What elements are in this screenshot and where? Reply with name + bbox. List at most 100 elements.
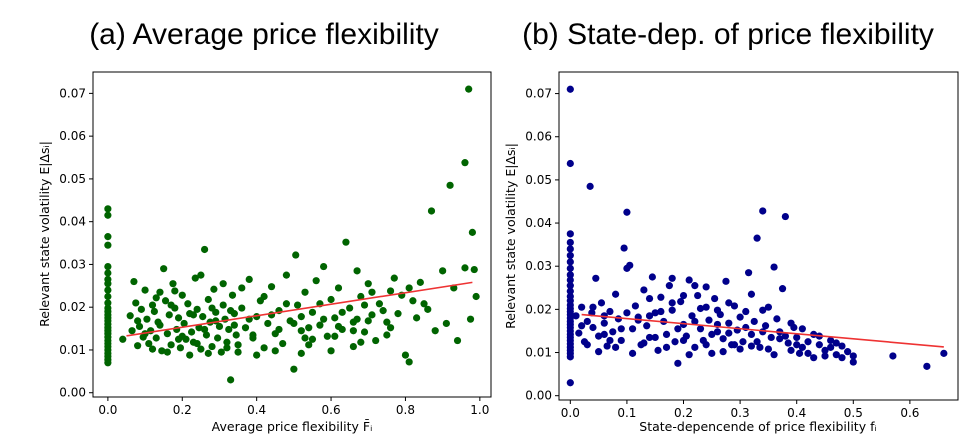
panel-b-point	[617, 336, 625, 345]
panel-a-point	[104, 211, 112, 219]
panel-b-point	[595, 332, 603, 340]
panel-b-y-tick-label: 0.06	[525, 130, 552, 144]
panel-b-x-tick-label: 0.4	[787, 406, 806, 420]
panel-b-x-tick-label: 0.5	[844, 406, 863, 420]
panel-b-point	[691, 317, 699, 326]
panel-a-point	[439, 267, 447, 275]
panel-a-point	[200, 325, 209, 334]
panel-a-point	[197, 345, 205, 353]
panel-b-point	[747, 290, 756, 298]
panel-a-point	[364, 317, 372, 325]
panel-a-point	[297, 349, 305, 357]
panel-a-point	[208, 342, 216, 351]
panel-a-point	[104, 299, 112, 307]
panel-b-point	[606, 307, 614, 316]
panel-a-x-ticks: 0.0 0.2 0.4 0.6 0.8 1.0	[98, 397, 489, 417]
panel-a-point	[297, 313, 305, 321]
panel-b-point	[685, 351, 693, 359]
panel-b-point	[668, 306, 676, 314]
panel-a-point	[161, 297, 170, 305]
panel-a-point	[230, 321, 238, 329]
panel-a-y-tick-label: 0.04	[59, 215, 86, 229]
panel-b-point	[566, 245, 574, 253]
panel-b-point	[750, 317, 758, 326]
panel-b-point	[617, 325, 625, 333]
panel-b-point	[940, 349, 948, 357]
panel-b-point	[643, 322, 651, 330]
panel-b-point	[747, 342, 756, 350]
panel-a-point	[210, 285, 218, 293]
panel-a-point	[219, 280, 227, 288]
panel-b-point	[725, 319, 733, 327]
panel-a-point	[245, 275, 253, 283]
panel-b-point	[793, 341, 801, 349]
panel-a-point	[253, 351, 261, 359]
panel-a-point	[472, 292, 480, 301]
panel-a-point	[104, 359, 112, 367]
panel-b-y-tick-label: 0.03	[525, 259, 552, 273]
panel-b-point	[623, 208, 631, 216]
panel-a-point	[379, 307, 387, 315]
panel-b-point	[645, 312, 654, 320]
panel-b-point	[578, 322, 586, 330]
panel-b-y-tick-label: 0.04	[525, 216, 552, 230]
panel-b-y-ticks: 0.00 0.01 0.02 0.03 0.04 0.05 0.06 0.07	[525, 87, 559, 403]
panel-a-point	[349, 342, 357, 351]
panel-a-point	[217, 348, 225, 356]
panel-a-point	[184, 300, 192, 308]
panel-a-point	[163, 348, 171, 356]
panel-b-point	[781, 212, 789, 221]
panel-b-point	[566, 258, 574, 266]
panel-b-point	[804, 349, 812, 357]
panel-b-point	[648, 273, 656, 281]
panel-b-point	[620, 244, 628, 252]
panel-a-point	[271, 347, 279, 355]
panel-b-x-ticks: 0.0 0.1 0.2 0.3 0.4 0.5 0.6	[561, 400, 919, 420]
panel-b-point	[778, 285, 787, 293]
panel-a-point	[461, 159, 469, 167]
panel-a-x-tick-label: 0.0	[98, 403, 117, 417]
panel-a-point	[420, 300, 428, 308]
panel-b-point	[575, 329, 583, 337]
panel-a-point	[334, 284, 343, 292]
panel-a-point	[104, 292, 112, 301]
panel-b-point	[719, 348, 727, 356]
panel-b-y-tick-label: 0.01	[525, 346, 552, 360]
panel-a-point	[346, 304, 354, 312]
panel-b-fit-line	[581, 313, 944, 348]
panel-a-point	[275, 325, 283, 334]
panel-a-point	[331, 332, 339, 340]
panel-a-fit-line	[126, 281, 473, 337]
panel-a-point	[171, 287, 179, 295]
panel-b-y-tick-label: 0.07	[525, 87, 552, 101]
panel-b-point	[798, 325, 806, 333]
panel-a-point	[223, 344, 231, 352]
panel-b-x-tick-label: 0.2	[674, 406, 693, 420]
panel-a-point	[331, 314, 339, 322]
panel-b-point	[677, 298, 685, 306]
panel-a-point	[145, 339, 153, 348]
panel-b-point	[674, 325, 682, 333]
panel-a-point	[364, 280, 372, 288]
panel-a-point	[225, 325, 233, 334]
panel-a-point	[215, 322, 224, 331]
panel-a-point	[148, 301, 157, 309]
panel-a-point	[169, 280, 177, 288]
panel-a-point	[227, 376, 235, 384]
panel-a-point	[180, 319, 188, 328]
panel-a-point	[186, 351, 194, 359]
panel-a-point	[394, 310, 402, 318]
panel-a-point	[368, 288, 376, 296]
panel-a-point	[104, 233, 112, 241]
panel-b-point	[711, 294, 719, 303]
panel-b-point	[640, 339, 648, 347]
panel-a-point	[290, 365, 298, 373]
panel-a-point	[386, 324, 395, 332]
panel-a-point	[297, 327, 305, 335]
panel-a-point	[152, 294, 160, 302]
panel-b-point	[623, 309, 631, 317]
panel-b-point	[725, 329, 733, 337]
panel-a-point	[279, 339, 287, 348]
panel-a-point	[293, 301, 302, 309]
panel-b-point	[821, 352, 829, 360]
